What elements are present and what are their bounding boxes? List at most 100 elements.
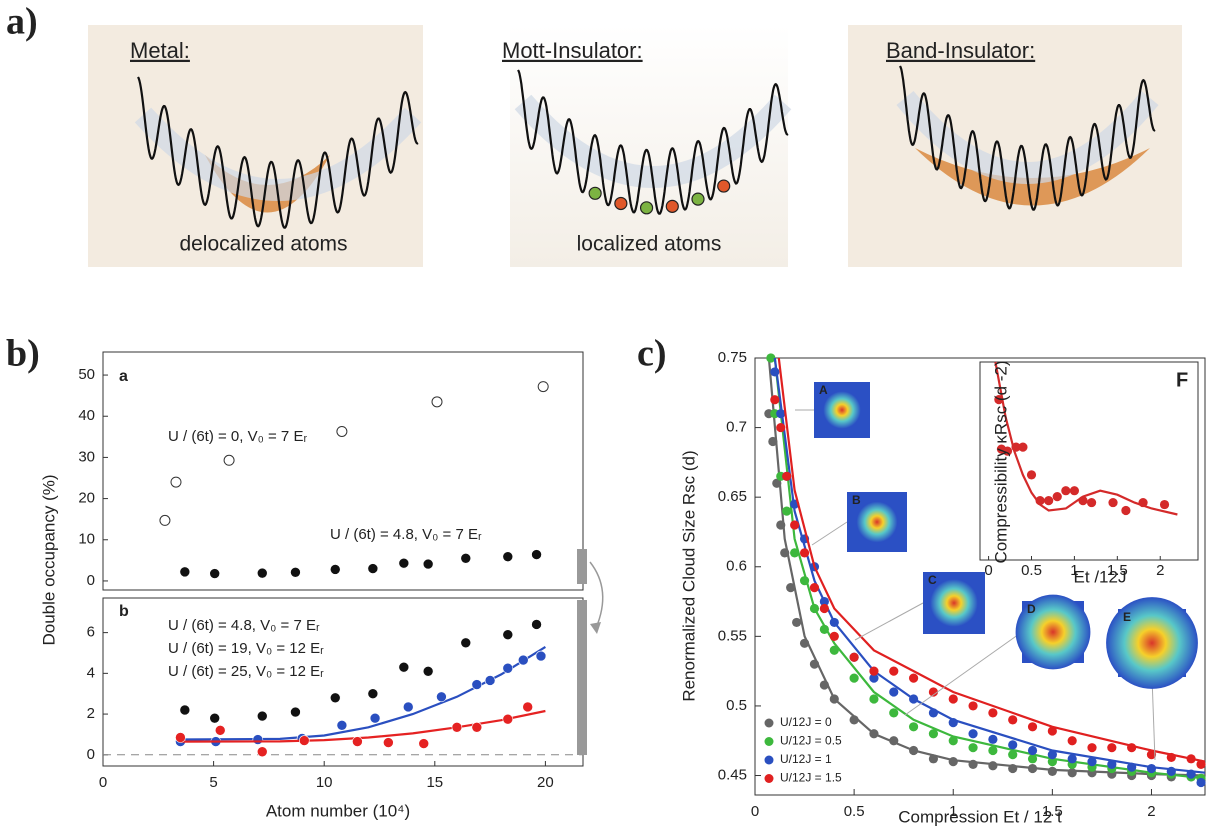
subpanel-label: b (119, 603, 129, 620)
fit-line (773, 357, 1206, 774)
y-axis-label: Compressibility κRsc (d -2) (991, 360, 1010, 563)
data-point (1086, 497, 1097, 508)
data-point (1011, 442, 1021, 452)
data-point (352, 736, 363, 747)
data-point (1146, 763, 1157, 774)
data-point (531, 549, 542, 560)
thumbnail-connector (904, 631, 1023, 716)
legend-marker (764, 737, 774, 746)
data-point (849, 715, 859, 725)
data-point (988, 708, 998, 718)
data-point (869, 729, 879, 739)
data-point (502, 551, 514, 562)
x-axis-label: Et /12J (1074, 567, 1127, 586)
data-point (329, 692, 341, 704)
data-point (1047, 750, 1057, 760)
data-point (1121, 505, 1131, 516)
data-point (928, 754, 939, 764)
x-tick-label: 0 (751, 803, 759, 820)
data-point (829, 617, 839, 628)
data-point (398, 661, 410, 673)
data-point (948, 718, 958, 728)
data-point (948, 756, 958, 767)
data-point (908, 745, 919, 756)
y-axis-label: Renormalized Cloud Size Rsc (d) (679, 450, 698, 701)
data-point (460, 552, 472, 564)
data-point (1047, 766, 1057, 776)
x-tick-label: 10 (316, 774, 333, 791)
data-point (1087, 756, 1097, 767)
data-point (502, 629, 514, 640)
data-point (1107, 743, 1117, 753)
data-point (928, 687, 939, 697)
y-tick-label: 10 (78, 531, 95, 548)
data-point (790, 548, 800, 558)
y-tick-label: 50 (78, 366, 95, 383)
data-point (849, 673, 859, 683)
plot-frame (102, 351, 584, 591)
data-point (398, 557, 410, 569)
x-tick-label: 0.5 (1021, 562, 1042, 579)
thumbnail-connector (1151, 676, 1156, 761)
data-point (209, 568, 221, 579)
data-point (256, 567, 268, 579)
data-point (522, 701, 534, 713)
data-point (517, 654, 529, 666)
data-point (1047, 756, 1057, 767)
x-tick-label: 0.5 (844, 803, 865, 820)
thumbnail-label: E (1123, 610, 1131, 624)
data-point (1127, 762, 1137, 772)
data-point (1008, 750, 1018, 760)
data-point (214, 725, 226, 736)
data-point (460, 637, 472, 649)
thumbnail-label: C (928, 573, 937, 587)
x-tick-label: 20 (537, 774, 554, 791)
data-point (179, 566, 191, 578)
data-point (436, 691, 447, 703)
data-point (1069, 486, 1080, 496)
data-point (170, 476, 182, 488)
data-point (537, 381, 549, 393)
fit-line (180, 709, 546, 743)
y-tick-label: 4 (87, 664, 95, 681)
y-tick-label: 0.5 (726, 697, 747, 714)
data-point (336, 425, 348, 437)
annotation: U / (6t) = 19, V₀ = 12 Eᵣ (168, 640, 324, 657)
data-point (1087, 743, 1097, 753)
data-point (1196, 777, 1206, 788)
data-point (1027, 763, 1038, 774)
data-point (988, 745, 998, 756)
data-point (1078, 496, 1088, 506)
annotation: U / (6t) = 0, V₀ = 7 Eᵣ (168, 428, 307, 445)
y-tick-label: 20 (78, 490, 95, 507)
data-point (1044, 496, 1054, 506)
data-point (849, 652, 859, 662)
data-point (968, 701, 978, 711)
fit-line (777, 357, 1206, 763)
data-point (290, 566, 301, 578)
data-point (1067, 736, 1077, 746)
data-point (290, 706, 301, 718)
data-point (1061, 486, 1071, 496)
data-point (889, 666, 899, 676)
panel-title: Metal: (130, 38, 190, 63)
panel-title: Band-Insulator: (886, 38, 1035, 63)
x-tick-label: 5 (209, 774, 217, 791)
data-point (786, 583, 796, 593)
data-point (1146, 750, 1157, 760)
data-point (790, 520, 800, 530)
x-tick-label: 1 (1070, 562, 1078, 579)
data-point (256, 746, 268, 758)
data-point (1186, 754, 1196, 764)
data-point (367, 688, 379, 700)
lattice-potential (899, 65, 1156, 211)
data-point (1002, 446, 1013, 456)
data-point (776, 520, 786, 530)
lattice-potential (517, 69, 789, 215)
data-point (1186, 769, 1196, 779)
data-point (175, 732, 186, 743)
legend-marker (764, 718, 774, 728)
x-tick-label: 15 (426, 774, 443, 791)
